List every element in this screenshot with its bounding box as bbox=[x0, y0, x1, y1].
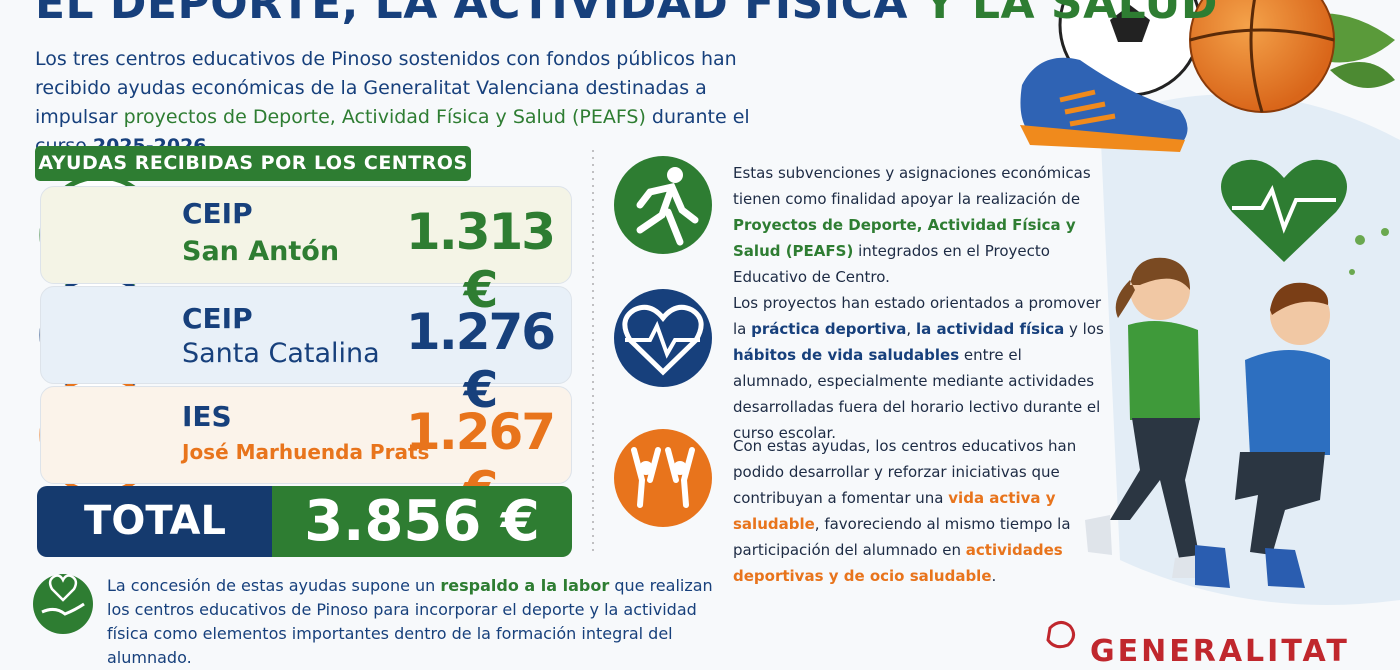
heart-icon bbox=[1221, 159, 1347, 262]
center-name: San Antón bbox=[182, 236, 340, 267]
logo-text: GENERALITAT bbox=[1090, 634, 1350, 669]
runner-shorts bbox=[1235, 452, 1325, 555]
hand-glyph bbox=[41, 602, 85, 616]
text: , bbox=[906, 320, 916, 338]
text: Con estas ayudas, los centros educativos… bbox=[733, 437, 1077, 507]
total-label: TOTAL bbox=[37, 486, 273, 557]
page: EL DEPORTE, LA ACTIVIDAD FÍSICA Y LA SAL… bbox=[33, 0, 1400, 669]
center-name: Santa Catalina bbox=[182, 338, 380, 369]
runner-hair bbox=[1270, 282, 1329, 315]
text: y los bbox=[1064, 320, 1104, 338]
highlight: respaldo a la labor bbox=[440, 576, 610, 595]
text: integrados en el Proyecto Educativo de C… bbox=[733, 242, 1050, 286]
point-icon bbox=[614, 429, 712, 527]
highlight: Proyectos de Deporte, Actividad Física y… bbox=[733, 216, 1076, 260]
basketball-lines bbox=[1189, 0, 1335, 113]
intro: Los tres centros educativos de Pinoso so… bbox=[35, 45, 775, 161]
highlight: vida activa y saludable bbox=[733, 489, 1056, 533]
logo-emblem bbox=[1046, 621, 1075, 649]
text: Los proyectos han estado orientados a pr… bbox=[733, 294, 1102, 338]
text: , favoreciendo al mismo tiempo la partic… bbox=[733, 515, 1071, 559]
title-part: EL DEPORTE, LA ACTIVIDAD FÍSICA bbox=[35, 0, 908, 29]
leaf bbox=[1330, 62, 1395, 88]
dot bbox=[1355, 235, 1365, 245]
text: entre el alumnado, especialmente mediant… bbox=[733, 346, 1101, 442]
text: Los tres centros educativos de Pinoso so… bbox=[35, 48, 737, 128]
total-amount: 3.856 € bbox=[272, 486, 572, 557]
runner-shoes bbox=[1085, 515, 1205, 578]
center-card bbox=[40, 386, 572, 484]
highlight: proyectos de Deporte, Actividad Física y… bbox=[123, 106, 646, 128]
highlight: hábitos de vida saludables bbox=[733, 346, 960, 364]
runner-glyph bbox=[636, 182, 699, 246]
note: La concesión de estas ayudas supone un r… bbox=[107, 574, 717, 670]
text: Estas subvenciones y asignaciones económ… bbox=[733, 164, 1091, 208]
center-type: CEIP bbox=[182, 197, 253, 230]
highlight: actividades deportivas y de ocio saludab… bbox=[733, 541, 1063, 585]
title: EL DEPORTE, LA ACTIVIDAD FÍSICA Y LA SAL… bbox=[35, 0, 1218, 29]
people-glyph bbox=[631, 447, 695, 508]
runner-glyph bbox=[667, 167, 683, 183]
dot bbox=[1381, 228, 1389, 236]
title-part: Y LA SALUD bbox=[923, 0, 1218, 29]
dot bbox=[1349, 269, 1355, 275]
center-amount: 1.276 € bbox=[405, 303, 556, 419]
heart-glyph bbox=[48, 574, 78, 602]
runner-shoes bbox=[1195, 545, 1305, 588]
section-heading: AYUDAS RECIBIDAS POR LOS CENTROS bbox=[35, 146, 471, 181]
pulse-glyph bbox=[625, 320, 700, 359]
runner-shirt bbox=[1128, 321, 1200, 420]
highlight: la actividad física bbox=[915, 320, 1065, 338]
center-name: José Marhuenda Prats bbox=[182, 440, 430, 464]
runner-shirt bbox=[1245, 350, 1330, 455]
heart-glyph bbox=[622, 304, 704, 376]
shoe-sole bbox=[1020, 125, 1185, 152]
runner-hair bbox=[1115, 257, 1190, 318]
center-type: CEIP bbox=[182, 302, 253, 335]
heart-pulse bbox=[1232, 184, 1336, 234]
center-type: IES bbox=[182, 400, 232, 433]
point-text: Con estas ayudas, los centros educativos… bbox=[733, 433, 1105, 589]
note-icon bbox=[33, 574, 93, 634]
text: . bbox=[991, 567, 997, 585]
highlight: práctica deportiva bbox=[751, 320, 907, 338]
center-card bbox=[40, 286, 572, 384]
text: La concesión de estas ayudas supone un bbox=[107, 576, 441, 595]
center-card bbox=[40, 186, 572, 284]
point-text: Los proyectos han estado orientados a pr… bbox=[733, 290, 1105, 446]
runner-legs bbox=[1110, 418, 1200, 562]
shoe bbox=[1020, 57, 1188, 145]
shoe-stripes bbox=[1059, 89, 1116, 127]
center-amount: 1.313 € bbox=[405, 203, 556, 319]
point-text: Estas subvenciones y asignaciones económ… bbox=[733, 160, 1105, 290]
soccer-patch bbox=[1110, 5, 1150, 42]
